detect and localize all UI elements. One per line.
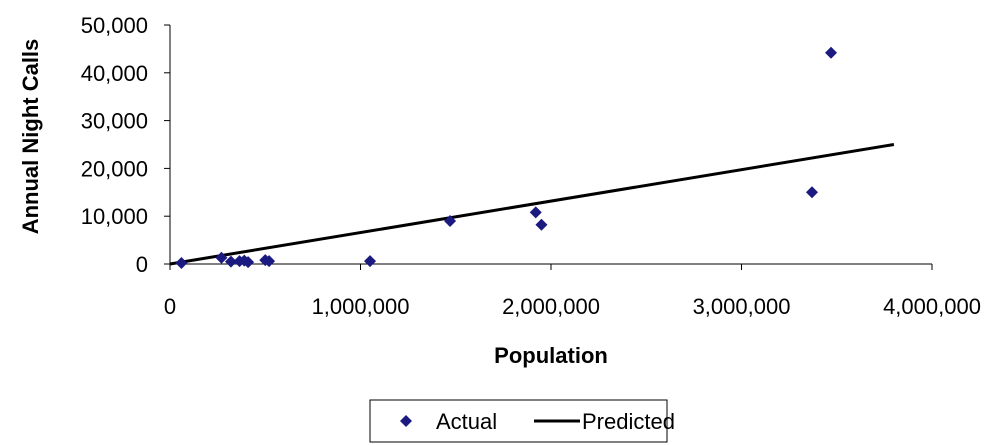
y-tick-label: 20,000 [81,156,148,181]
actual-point [175,257,188,270]
y-axis-title: Annual Night Calls [18,39,43,235]
y-axis: 0 10,000 20,000 30,000 40,000 50,000 [81,13,171,277]
actual-point [263,255,276,268]
actual-point [224,255,237,268]
y-tick-label: 50,000 [81,13,148,38]
actual-point [805,186,818,199]
y-tick-label: 30,000 [81,109,148,134]
legend-label-predicted: Predicted [582,409,675,434]
series-layer [169,46,895,270]
actual-point [529,206,542,219]
actual-point [364,255,377,268]
x-tick-label: 1,000,000 [312,294,410,319]
x-tick-label: 0 [164,294,176,319]
x-tick-label: 3,000,000 [693,294,791,319]
actual-point [215,251,228,264]
actual-point [242,256,255,269]
legend-box [369,399,668,443]
legend-label-actual: Actual [436,409,497,434]
actual-point [444,214,457,227]
actual-point [825,46,838,59]
actual-point [535,218,548,231]
y-tick-label: 10,000 [81,204,148,229]
y-tick-label: 0 [136,252,148,277]
legend-actual-diamond-icon [400,415,412,427]
x-axis-title: Population [494,343,608,368]
legend: Actual Predicted [369,399,675,443]
x-tick-label: 2,000,000 [502,294,600,319]
x-tick-label: 4,000,000 [883,294,981,319]
x-axis: 0 1,000,000 2,000,000 3,000,000 4,000,000 [164,263,981,319]
predicted-line [169,143,895,266]
y-tick-label: 40,000 [81,61,148,86]
